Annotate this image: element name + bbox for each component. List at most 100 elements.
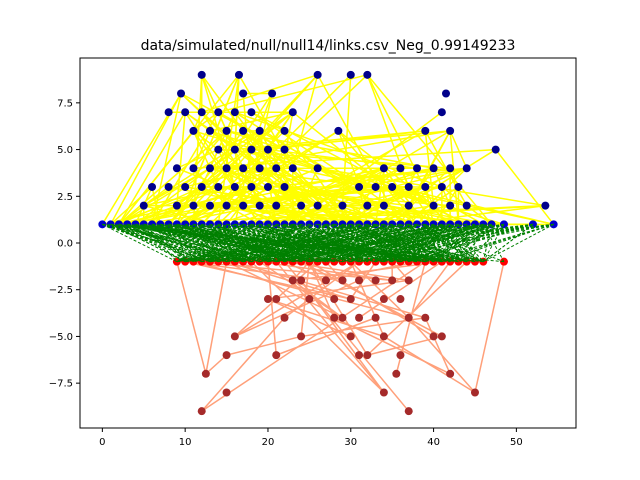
upper-node [206, 126, 215, 135]
upper-node [239, 126, 248, 135]
upper-node [214, 145, 223, 154]
lower-node [379, 332, 388, 341]
lower-node [263, 295, 272, 304]
upper-edge [366, 74, 493, 225]
upper-node [297, 201, 306, 210]
upper-node [355, 182, 364, 191]
upper-edge [341, 74, 352, 206]
cross-edge [284, 223, 352, 263]
upper-edge [176, 112, 186, 206]
upper-edge [118, 167, 244, 225]
lower-edge [391, 261, 410, 281]
upper-node [338, 201, 347, 210]
cross-edge [193, 223, 252, 263]
cross-edge [482, 223, 534, 263]
upper-node [313, 164, 322, 173]
upper-node [234, 70, 243, 79]
upper-node [437, 108, 446, 117]
lower-node [421, 313, 430, 322]
cross-edge [234, 223, 434, 263]
cross-edge [250, 224, 269, 262]
upper-edge [424, 130, 468, 206]
upper-node [363, 201, 372, 210]
y-axis: −7.5 −5.0 −2.5 0.0 2.5 5.0 7.5 [49, 98, 80, 390]
upper-node [272, 164, 281, 173]
chart-title: data/simulated/null/null14/links.csv_Neg… [141, 38, 516, 54]
cross-edge [176, 223, 260, 263]
upper-edge [250, 93, 273, 188]
cross-edge [400, 223, 534, 263]
lower-node [371, 276, 380, 285]
upper-node [280, 182, 289, 191]
cross-edge [292, 223, 327, 263]
x-tick-label: 30 [344, 437, 357, 448]
upper-edge [234, 111, 443, 188]
cross-edge [243, 223, 442, 263]
upper-edge [192, 74, 203, 225]
cross-edge [441, 224, 459, 262]
lower-node [330, 295, 339, 304]
lower-edge [350, 261, 410, 319]
lower-edge [350, 261, 377, 300]
upper-node [413, 164, 422, 173]
cross-edge [342, 223, 505, 263]
cross-edge [300, 224, 310, 262]
upper-edge [375, 167, 401, 188]
cross-edge [325, 223, 476, 263]
y-tick-label: 2.5 [57, 192, 73, 203]
upper-edge [192, 130, 228, 169]
cross-edge [250, 224, 261, 262]
upper-node [255, 164, 264, 173]
upper-edge [201, 111, 277, 225]
cross-edge [251, 223, 285, 263]
cross-edge [118, 223, 227, 263]
cross-edge [408, 224, 434, 262]
cross-edge [151, 223, 484, 263]
cross-edge [251, 223, 385, 263]
cross-edge [226, 224, 252, 262]
cross-edge [317, 223, 467, 263]
lower-edge [383, 335, 476, 394]
lower-node [446, 369, 455, 378]
cross-edge [242, 223, 285, 263]
upper-node [454, 182, 463, 191]
x-axis: 0 10 20 30 40 50 [99, 428, 523, 448]
upper-node [239, 164, 248, 173]
lower-node [330, 313, 339, 322]
cross-edge [325, 223, 492, 263]
cross-edge [259, 223, 393, 263]
lower-node [222, 351, 231, 360]
y-tick-label: 7.5 [57, 98, 73, 109]
upper-node [280, 145, 289, 154]
lower-edge [193, 260, 409, 319]
lower-edge [408, 261, 451, 319]
upper-node [247, 108, 256, 117]
cross-edge [259, 223, 426, 263]
upper-node [272, 201, 281, 210]
lower-node [379, 388, 388, 397]
lower-edge [283, 261, 410, 412]
lower-edge [250, 261, 385, 394]
cross-edge [135, 223, 451, 263]
y-tick-label: −2.5 [49, 285, 73, 296]
lower-edge [259, 260, 393, 282]
cross-edge [482, 224, 505, 262]
upper-node [404, 182, 413, 191]
y-tick-label: −7.5 [49, 379, 73, 390]
upper-node [346, 70, 355, 79]
upper-node [288, 164, 297, 173]
upper-node [239, 89, 248, 98]
upper-edges [101, 74, 555, 226]
lower-node [470, 388, 479, 397]
lower-node [297, 332, 306, 341]
cross-edge [259, 223, 327, 263]
cross-edge [483, 223, 554, 263]
upper-node [429, 164, 438, 173]
upper-node [379, 201, 388, 210]
upper-edge [259, 167, 343, 225]
upper-node [379, 164, 388, 173]
upper-node [268, 89, 277, 98]
cross-edge [391, 223, 459, 263]
cross-edge [209, 223, 244, 263]
cross-edge [383, 223, 492, 263]
